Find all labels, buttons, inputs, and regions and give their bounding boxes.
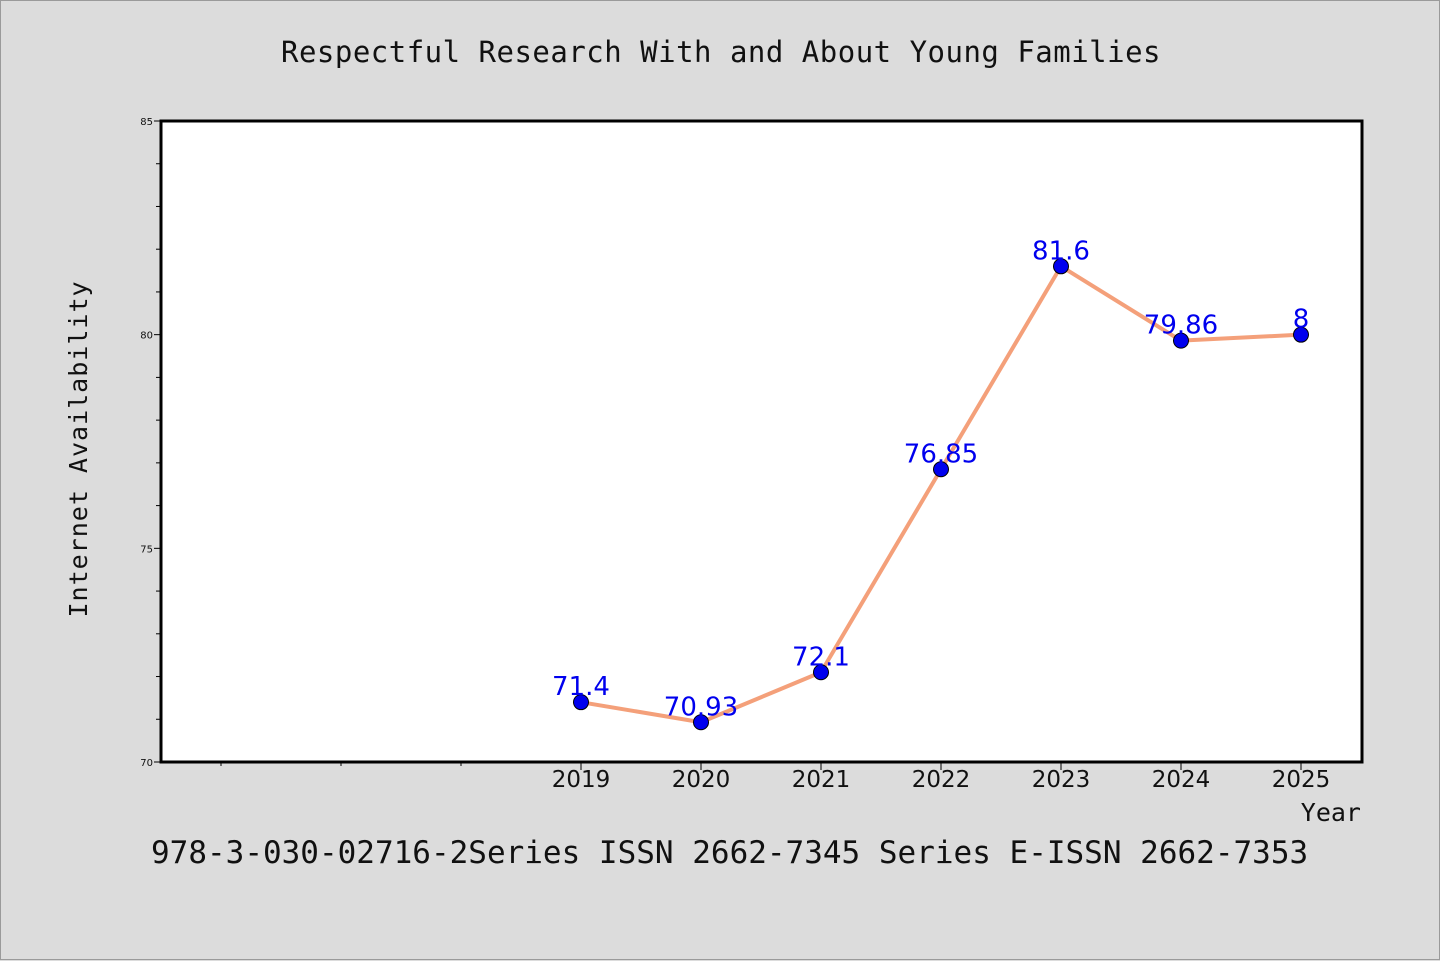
data-point <box>1173 332 1189 349</box>
y-tick-label: 80 <box>140 331 153 342</box>
x-tick-label: 2024 <box>1152 767 1211 793</box>
book-identifier-caption: 978-3-030-02716-2Series ISSN 2662-7345 S… <box>151 835 1309 871</box>
data-point <box>693 714 709 731</box>
y-axis: 70 75 80 85 <box>140 117 161 769</box>
data-point <box>573 694 589 711</box>
data-label: 81.6 <box>1032 236 1090 266</box>
data-point <box>933 461 949 478</box>
data-label: 70.93 <box>664 692 738 722</box>
x-tick-label: 2022 <box>912 767 971 793</box>
y-tick-label: 70 <box>140 758 153 769</box>
x-axis: 2019 2020 2021 2022 2023 2024 2025 <box>220 762 1331 793</box>
data-point <box>1053 258 1069 275</box>
data-label: 79.86 <box>1144 311 1218 341</box>
data-label: 72.1 <box>792 642 850 672</box>
plot-area <box>159 119 1364 764</box>
y-axis-label: Internet Availability <box>64 280 93 617</box>
data-label: 71.4 <box>552 672 610 702</box>
data-labels: 71.4 70.93 72.1 76.85 81.6 79.86 8 <box>552 236 1309 722</box>
y-tick-label: 85 <box>140 117 153 128</box>
x-tick-label: 2019 <box>552 767 611 793</box>
x-tick-label: 2021 <box>792 767 851 793</box>
x-tick-label: 2023 <box>1032 767 1091 793</box>
chart-title: Respectful Research With and About Young… <box>280 35 1161 69</box>
x-axis-label: Year <box>1301 798 1361 827</box>
data-label: 8 <box>1293 305 1310 335</box>
x-tick-label: 2025 <box>1272 767 1331 793</box>
data-point <box>1293 326 1309 343</box>
series-markers <box>573 258 1309 731</box>
x-tick-label: 2020 <box>672 767 731 793</box>
data-label: 76.85 <box>904 439 978 469</box>
y-tick-label: 75 <box>140 544 153 555</box>
data-point <box>813 664 829 681</box>
